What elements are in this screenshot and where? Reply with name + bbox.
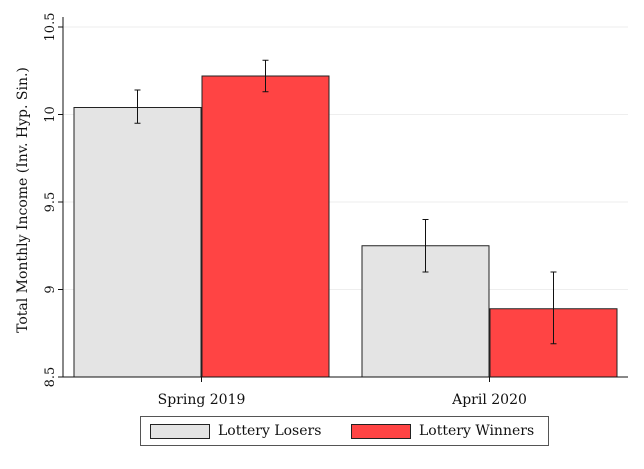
- y-ticks: 8.5 9 9.5 10 10.5: [43, 13, 63, 388]
- legend-swatch-winners: [351, 423, 411, 439]
- bars: [73, 75, 618, 378]
- y-tick-label: 10.5: [43, 13, 58, 42]
- bar-chart: 8.5 9 9.5 10 10.5 Spring 2019 April 2020 Tota…: [15, 13, 628, 408]
- legend-label-losers: Lottery Losers: [218, 423, 322, 439]
- y-tick-label: 9.5: [43, 192, 58, 213]
- x-tick-label: Spring 2019: [158, 392, 246, 408]
- y-tick-label: 8.5: [43, 367, 58, 388]
- error-bars: [134, 59, 557, 345]
- bar-losers-0: [73, 107, 202, 378]
- y-axis-label: Total Monthly Income (Inv. Hyp. Sin.): [15, 67, 31, 333]
- y-tick-label: 10: [43, 106, 58, 123]
- bar-winners-0: [201, 75, 330, 378]
- legend: Lottery Losers Lottery Winners: [140, 416, 549, 446]
- legend-swatch-losers: [150, 423, 210, 439]
- legend-label-winners: Lottery Winners: [419, 423, 535, 439]
- legend-item-winners: Lottery Winners: [351, 423, 534, 439]
- x-ticks: Spring 2019 April 2020: [158, 377, 527, 408]
- y-tick-label: 9: [43, 285, 58, 293]
- x-tick-label: April 2020: [451, 392, 527, 408]
- legend-item-losers: Lottery Losers: [150, 423, 321, 439]
